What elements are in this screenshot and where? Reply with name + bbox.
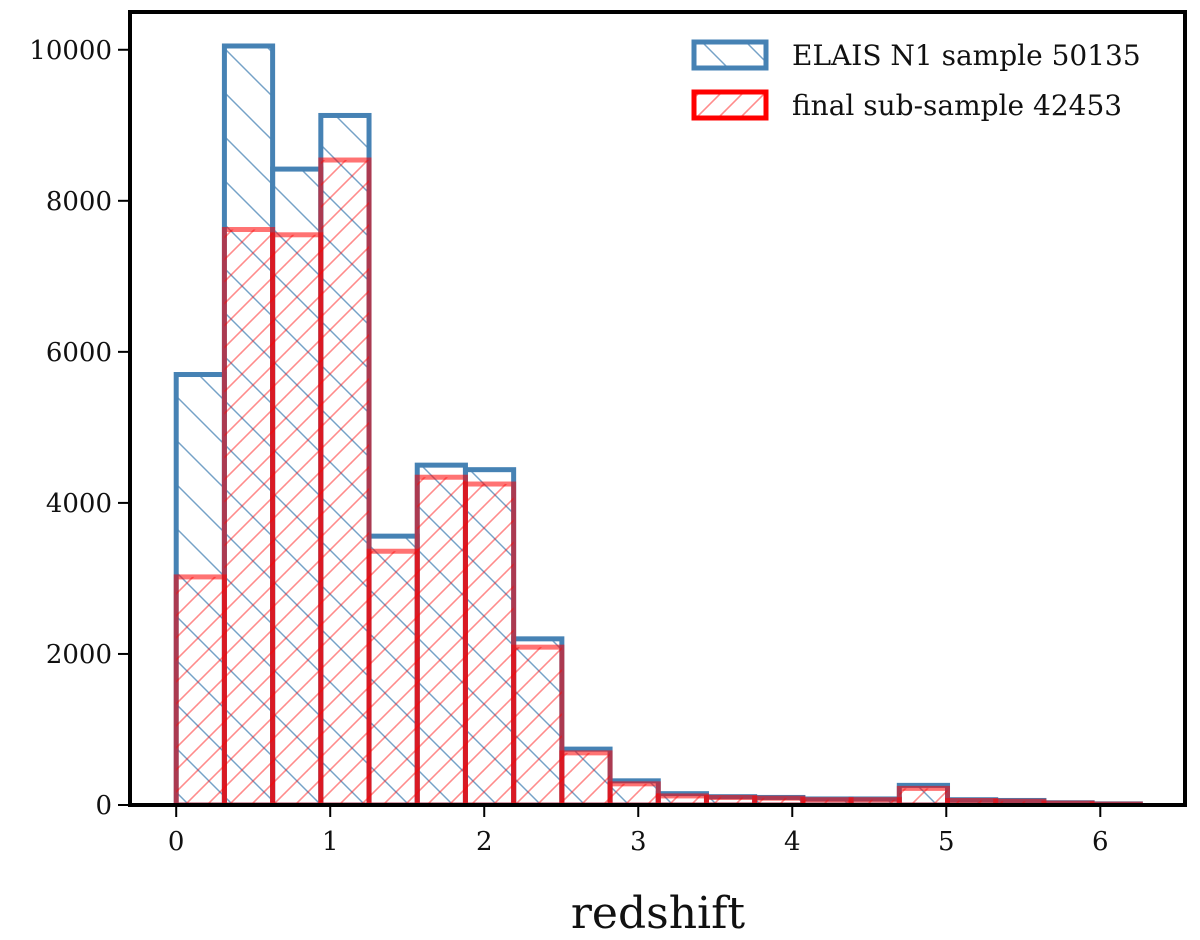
- x-tick-label: 3: [630, 827, 647, 857]
- legend-label-1: ELAIS N1 sample 50135: [792, 39, 1141, 72]
- legend-item-2: final sub-sample 42453: [691, 89, 1122, 122]
- legend: ELAIS N1 sample 50135 final sub-sample 42…: [691, 39, 1141, 122]
- x-tick-label: 5: [938, 827, 955, 857]
- bar-series-2-bin-4: [318, 157, 372, 805]
- legend-label-2: final sub-sample 42453: [792, 89, 1122, 122]
- bars-layer: [173, 43, 1143, 805]
- legend-swatch-2: [691, 89, 769, 121]
- x-tick-label: 1: [322, 827, 339, 857]
- legend-swatch-1: [691, 39, 769, 71]
- plot-frame: [128, 10, 1187, 807]
- y-tick-label: 2000: [46, 640, 112, 670]
- x-axis: 0 1 2 3 4 5 6: [168, 805, 1109, 857]
- bar-series-2-bin-9: [559, 750, 613, 805]
- y-tick-label: 4000: [46, 489, 112, 519]
- y-axis: 0 2000 4000 6000 8000 10000: [29, 36, 130, 821]
- bar-series-2-bin-5: [366, 548, 420, 805]
- bar-series-2-bin-2: [221, 227, 276, 805]
- y-tick-label: 10000: [29, 36, 112, 66]
- y-tick-label: 0: [95, 791, 112, 821]
- x-tick-label: 6: [1092, 827, 1109, 857]
- x-tick-label: 4: [784, 827, 801, 857]
- x-tick-label: 2: [476, 827, 493, 857]
- bar-series-2-bin-10: [607, 781, 661, 805]
- legend-item-1: ELAIS N1 sample 50135: [691, 39, 1141, 72]
- bar-series-2-bin-3: [270, 232, 324, 805]
- y-tick-label: 6000: [46, 338, 112, 368]
- series-2-bars: [173, 157, 1143, 805]
- bar-series-2-bin-16: [896, 785, 951, 805]
- x-axis-title: redshift: [571, 888, 746, 939]
- bar-series-2-bin-7: [462, 481, 517, 805]
- bar-series-2-bin-8: [511, 644, 565, 805]
- bar-series-2-bin-1: [173, 574, 227, 805]
- x-tick-label: 0: [168, 827, 185, 857]
- y-tick-label: 8000: [46, 187, 112, 217]
- bar-series-2-bin-6: [414, 474, 468, 805]
